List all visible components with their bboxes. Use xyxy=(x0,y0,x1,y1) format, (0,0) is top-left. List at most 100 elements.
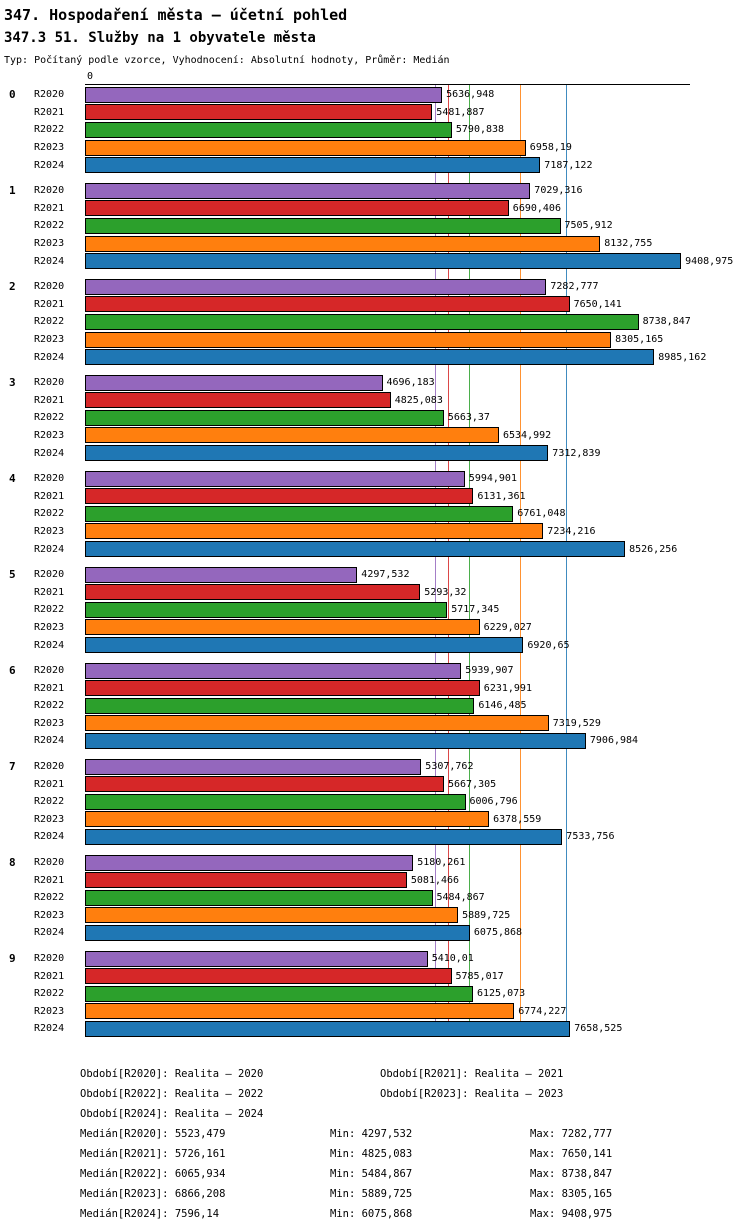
bar-value-label: 5994,901 xyxy=(468,473,517,485)
series-label: R2023 xyxy=(34,142,65,154)
bar-row: R2023 6774,227 xyxy=(0,1003,750,1021)
series-label: R2020 xyxy=(34,377,65,389)
bar-track: 5994,901 xyxy=(85,470,750,487)
median-line-r2020 xyxy=(434,85,436,1037)
bar-value-label: 5785,017 xyxy=(455,970,504,982)
bar-value-label: 6125,073 xyxy=(477,988,526,1000)
series-label: R2023 xyxy=(34,909,65,921)
bar-value-label: 6229,027 xyxy=(483,621,532,633)
min-stat: Min: 4825,083 xyxy=(330,1147,413,1160)
bar-row: R2023 7319,529 xyxy=(0,715,750,733)
bar-value-label: 5180,261 xyxy=(417,857,466,869)
bar-value-label: 7319,529 xyxy=(552,717,601,729)
bar-value-label: 4825,083 xyxy=(394,394,443,406)
legend-item: Období[R2024]: Realita – 2024 xyxy=(80,1107,264,1120)
bar-r2020 xyxy=(85,950,428,967)
series-label: R2024 xyxy=(34,543,65,555)
group-label: 3 xyxy=(9,376,16,390)
bar-row: R2024 6920,65 xyxy=(0,636,750,654)
bar-track: 8985,162 xyxy=(85,349,750,366)
bar-row: R2022 5484,867 xyxy=(0,889,750,907)
median-stat: Medián[R2023]: 6866,208 xyxy=(80,1187,226,1200)
bar-row: R2022 6146,485 xyxy=(0,697,750,715)
stats-line: Medián[R2021]: 5726,161 Min: 4825,083 Ma… xyxy=(80,1144,750,1164)
bar-r2021 xyxy=(85,104,433,121)
bar-row: R2024 7187,122 xyxy=(0,156,750,174)
bar-value-label: 6075,868 xyxy=(473,927,523,939)
median-stat: Medián[R2024]: 7596,14 xyxy=(80,1207,220,1220)
legend-item: Období[R2023]: Realita – 2023 xyxy=(380,1087,564,1100)
bar-row: 7 R2020 5307,762 xyxy=(0,758,750,776)
series-label: R2022 xyxy=(34,604,65,616)
series-label: R2022 xyxy=(34,508,65,520)
bar-track: 7029,316 xyxy=(85,182,750,199)
bar-group-4: 4 R2020 5994,901 R2021 6131,361 R2022 6761,048… xyxy=(0,470,750,558)
bar-value-label: 8132,755 xyxy=(604,238,653,250)
bar-r2024 xyxy=(85,253,682,270)
bar-row: R2024 7312,839 xyxy=(0,444,750,462)
bar-row: 8 R2020 5180,261 xyxy=(0,854,750,872)
bar-track: 6690,406 xyxy=(85,200,750,217)
bar-value-label: 5667,305 xyxy=(448,778,497,790)
bar-r2022 xyxy=(85,313,639,330)
bar-track: 5481,887 xyxy=(85,104,750,121)
bar-track: 6231,991 xyxy=(85,680,750,697)
bar-r2022 xyxy=(85,793,466,810)
bar-value-label: 7187,122 xyxy=(544,159,593,171)
bar-value-label: 6920,65 xyxy=(527,639,570,651)
bar-r2020 xyxy=(85,470,465,487)
legend-item: Období[R2022]: Realita – 2022 xyxy=(80,1087,264,1100)
bar-value-label: 6761,048 xyxy=(517,508,566,520)
stats-block: Medián[R2020]: 5523,479 Min: 4297,532 Ma… xyxy=(80,1124,750,1224)
median-line-r2021 xyxy=(447,85,449,1037)
bar-r2022 xyxy=(85,121,452,138)
bar-r2020 xyxy=(85,854,414,871)
bar-group-9: 9 R2020 5410,01 R2021 5785,017 R2022 6125,073 R… xyxy=(0,950,750,1038)
bar-r2022 xyxy=(85,985,473,1002)
series-label: R2022 xyxy=(34,412,65,424)
bar-row: R2021 7650,141 xyxy=(0,296,750,314)
bar-r2023 xyxy=(85,235,601,252)
bar-value-label: 4297,532 xyxy=(361,569,410,581)
bar-r2021 xyxy=(85,200,509,217)
bar-track: 5717,345 xyxy=(85,601,750,618)
max-stat: Max: 7650,141 xyxy=(530,1147,613,1160)
stats-line: Medián[R2023]: 6866,208 Min: 5889,725 Ma… xyxy=(80,1184,750,1204)
bar-row: R2021 5081,466 xyxy=(0,871,750,889)
bar-r2021 xyxy=(85,488,474,505)
bar-track: 7505,912 xyxy=(85,217,750,234)
series-label: R2022 xyxy=(34,796,65,808)
median-line-r2022 xyxy=(469,85,471,1037)
bar-track: 9408,975 xyxy=(85,253,750,270)
bar-track: 5636,948 xyxy=(85,86,750,103)
bar-r2023 xyxy=(85,715,549,732)
series-label: R2024 xyxy=(34,255,65,267)
bar-track: 5889,725 xyxy=(85,907,750,924)
group-label: 1 xyxy=(9,184,16,198)
bar-row: R2022 6125,073 xyxy=(0,985,750,1003)
series-label: R2024 xyxy=(34,831,65,843)
bar-row: R2021 5667,305 xyxy=(0,775,750,793)
report-subtitle: 347.3 51. Služby na 1 obyvatele města xyxy=(4,30,316,46)
bar-value-label: 5410,01 xyxy=(431,953,474,965)
bar-row: R2021 5481,887 xyxy=(0,104,750,122)
series-label: R2021 xyxy=(34,298,65,310)
series-label: R2024 xyxy=(34,735,65,747)
bar-track: 7658,525 xyxy=(85,1020,750,1037)
bar-track: 4696,183 xyxy=(85,374,750,391)
group-label: 9 xyxy=(9,952,16,966)
series-label: R2024 xyxy=(34,351,65,363)
bar-track: 5790,838 xyxy=(85,121,750,138)
series-label: R2023 xyxy=(34,813,65,825)
bar-r2022 xyxy=(85,601,448,618)
series-label: R2022 xyxy=(34,892,65,904)
series-label: R2021 xyxy=(34,778,65,790)
group-label: 6 xyxy=(9,664,16,678)
bar-r2024 xyxy=(85,1020,571,1037)
bar-value-label: 4696,183 xyxy=(386,377,435,389)
bar-track: 5180,261 xyxy=(85,854,750,871)
series-label: R2024 xyxy=(34,927,65,939)
legend-item: Období[R2021]: Realita – 2021 xyxy=(380,1067,564,1080)
bar-track: 6229,027 xyxy=(85,619,750,636)
bar-track: 7234,216 xyxy=(85,523,750,540)
